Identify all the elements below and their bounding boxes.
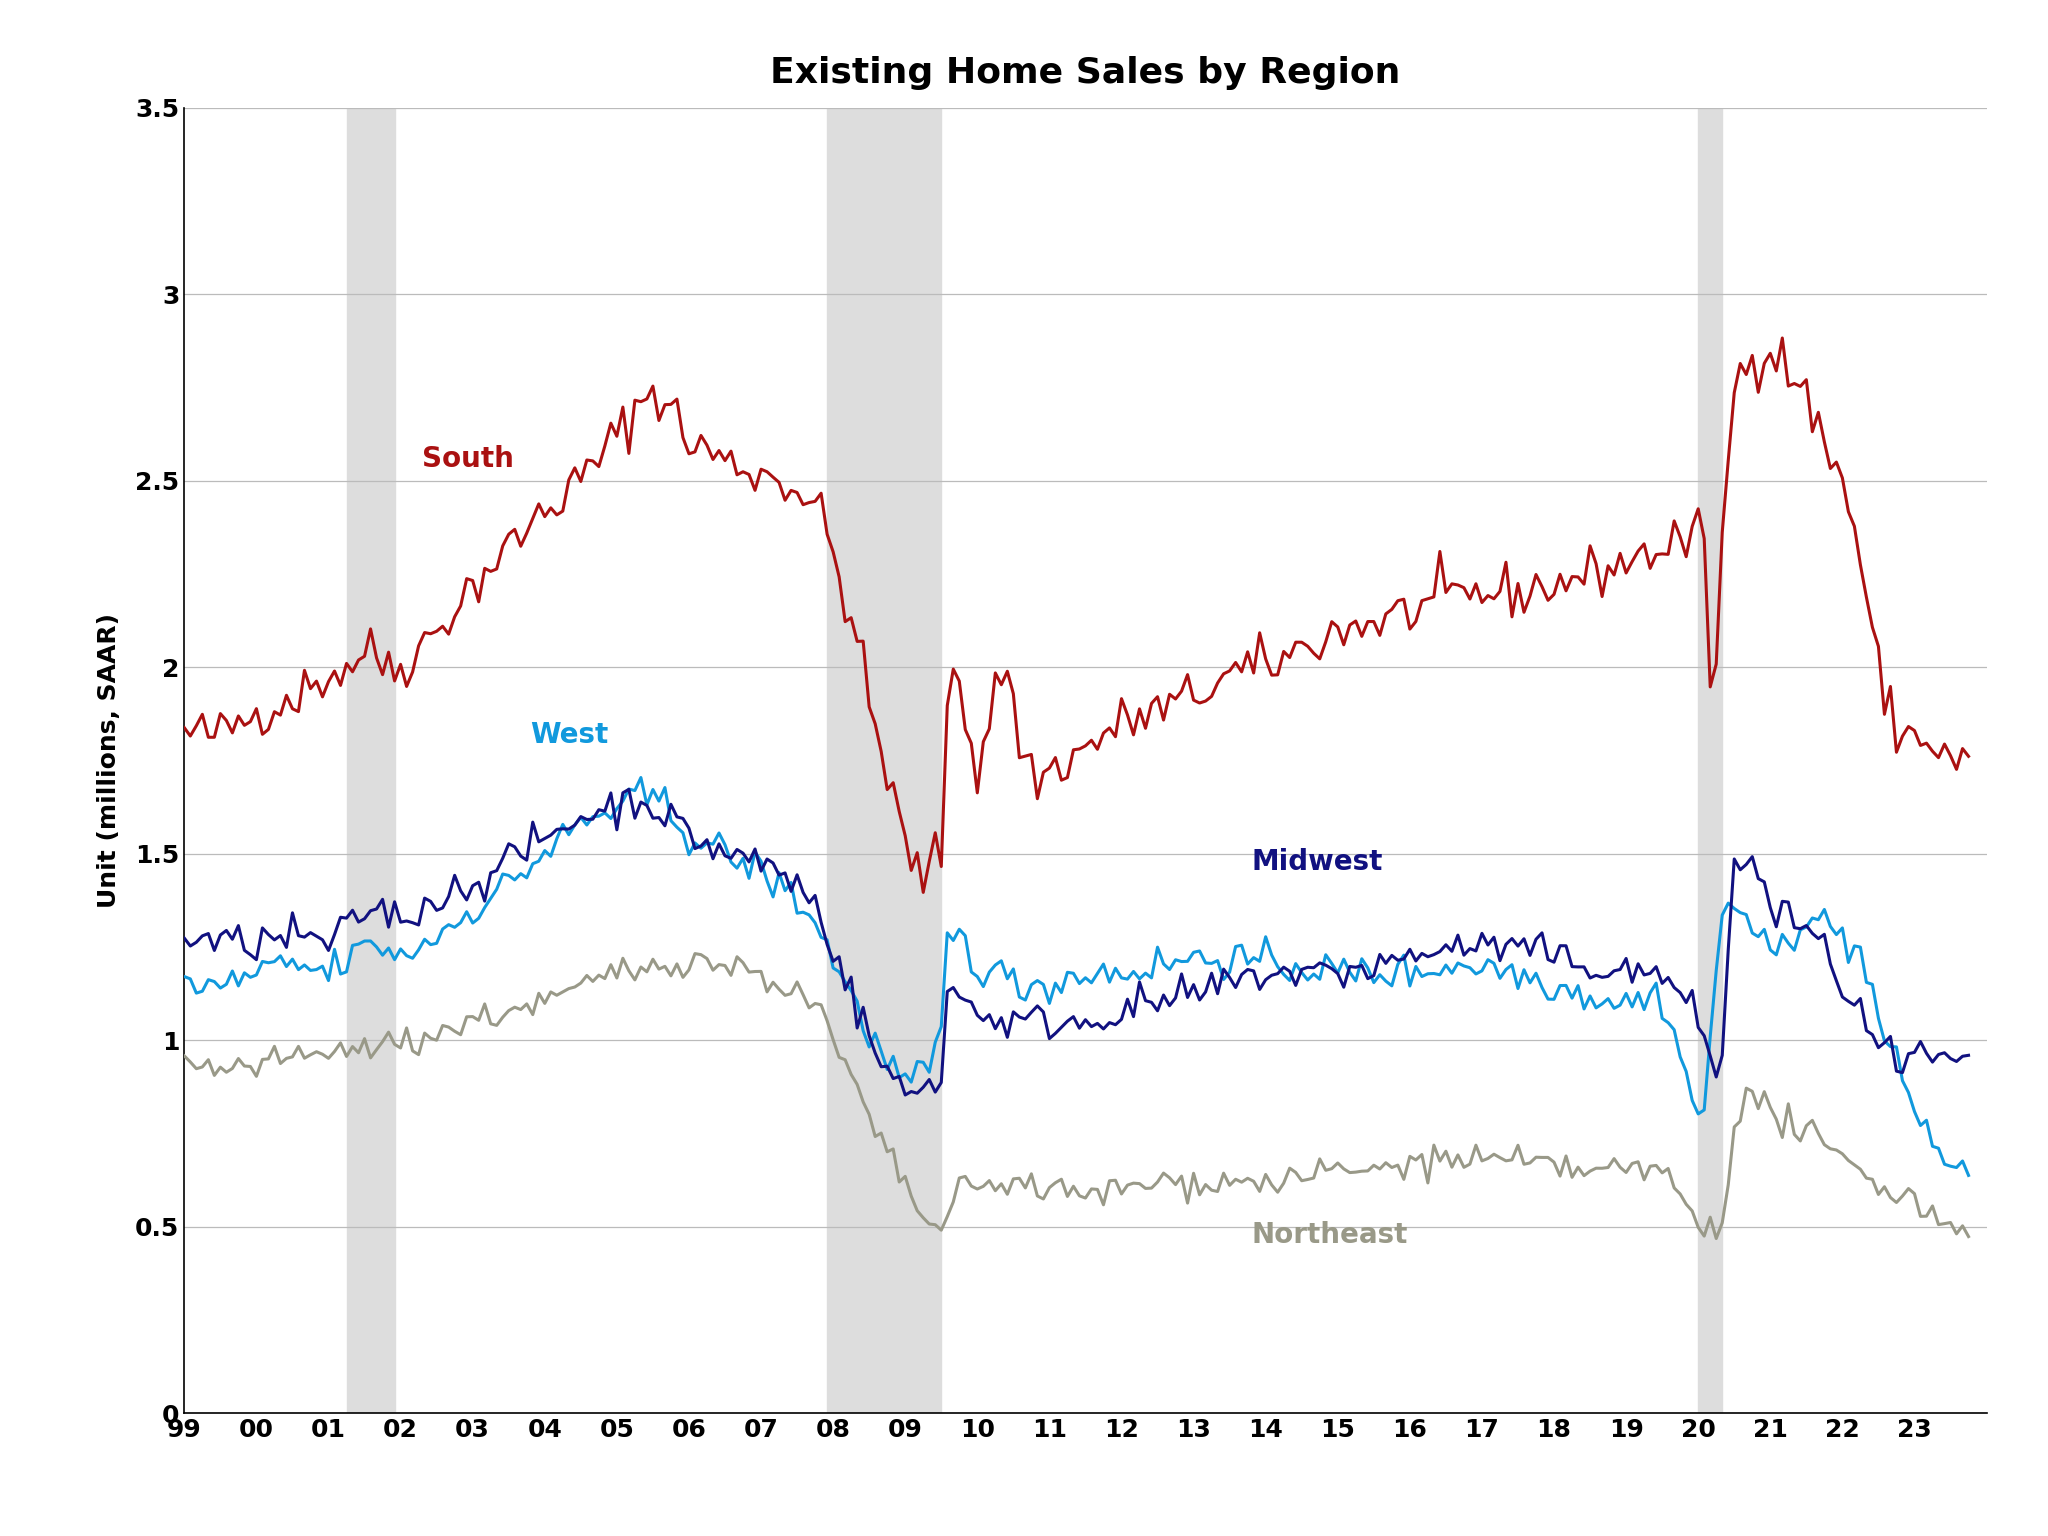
Y-axis label: Unit (millions, SAAR): Unit (millions, SAAR)	[98, 613, 121, 908]
Title: Existing Home Sales by Region: Existing Home Sales by Region	[770, 55, 1401, 89]
Bar	[346, 108, 395, 1413]
Text: South: South	[422, 445, 514, 473]
Bar	[827, 108, 942, 1413]
Text: Northeast: Northeast	[1251, 1221, 1407, 1249]
Bar	[1698, 108, 1722, 1413]
Text: Midwest: Midwest	[1251, 848, 1382, 876]
Text: West: West	[530, 720, 608, 750]
